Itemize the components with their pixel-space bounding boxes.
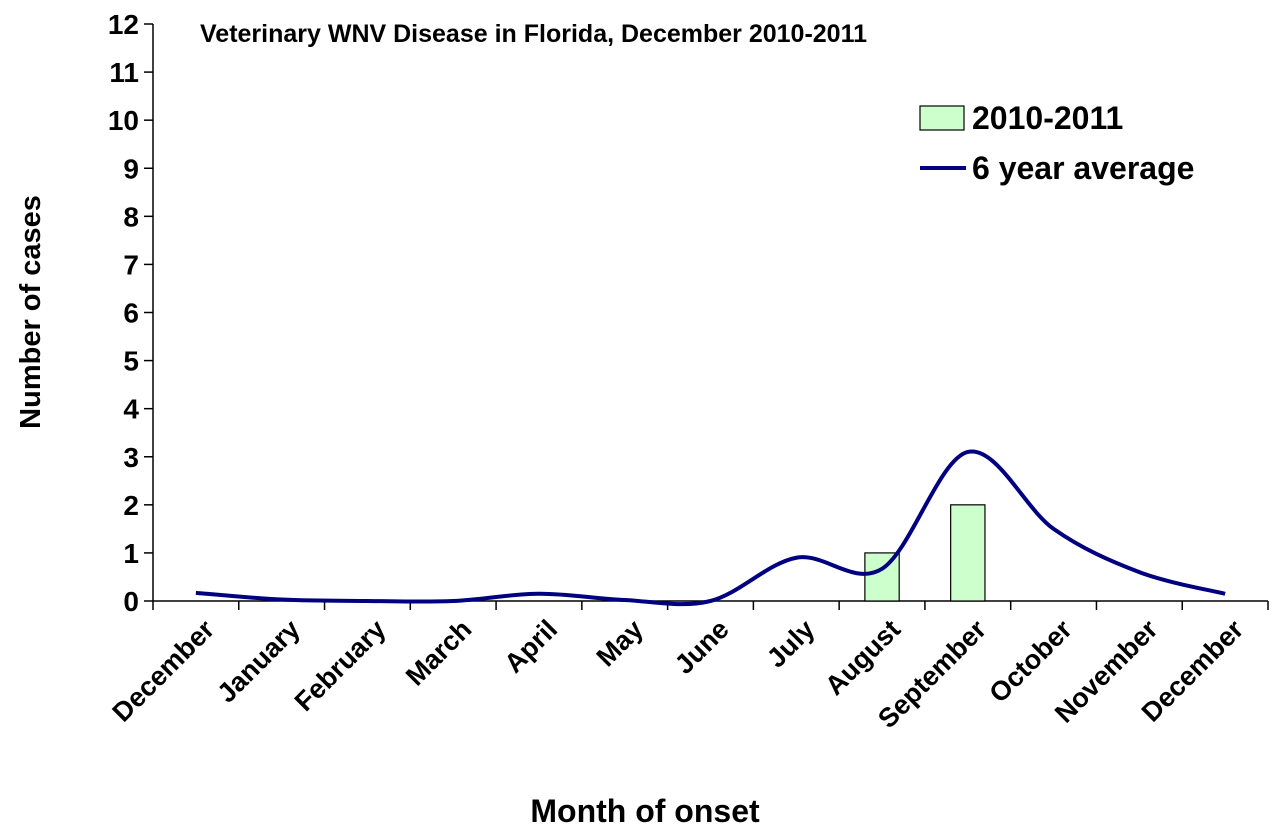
x-axis-label: Month of onset (530, 793, 760, 829)
y-tick-label: 2 (123, 490, 139, 521)
y-tick-label: 5 (123, 346, 139, 377)
legend-label: 6 year average (972, 150, 1194, 186)
line (195, 449, 1226, 607)
x-tick-label: June (669, 614, 735, 680)
y-tick-label: 8 (123, 201, 139, 232)
y-tick-label: 9 (123, 153, 139, 184)
y-tick-label: 7 (123, 249, 139, 280)
chart-title: Veterinary WNV Disease in Florida, Decem… (200, 20, 867, 48)
x-tick-label: April (498, 614, 563, 679)
legend-swatch (919, 105, 965, 131)
y-tick-label: 4 (123, 394, 139, 425)
x-tick-label: July (761, 614, 820, 673)
x-tick-label: December (107, 614, 221, 728)
y-tick-label: 6 (123, 298, 139, 329)
y-tick-label: 1 (123, 538, 139, 569)
x-tick-label: August (819, 614, 906, 701)
y-tick-label: 10 (108, 105, 139, 136)
bar (950, 504, 986, 602)
y-tick-label: 3 (123, 442, 139, 473)
y-tick-label: 0 (123, 586, 139, 617)
x-tick-label: March (400, 614, 477, 691)
x-tick-label: May (591, 614, 649, 672)
legend-label: 2010-2011 (972, 100, 1123, 136)
y-tick-label: 11 (109, 57, 139, 88)
y-tick-label: 12 (108, 9, 139, 40)
x-tick-label: February (289, 614, 392, 717)
y-axis-label: Number of cases (15, 195, 47, 429)
